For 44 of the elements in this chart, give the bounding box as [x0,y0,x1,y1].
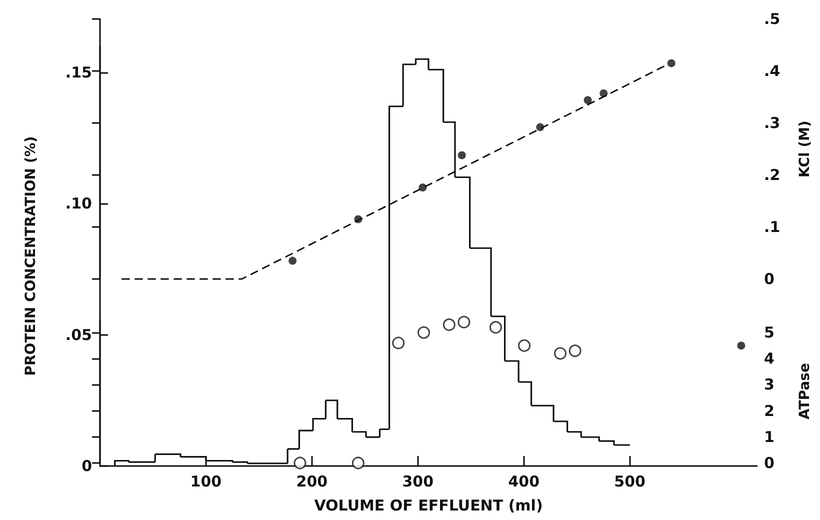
y2-tick-label: .2 [764,166,780,184]
x-tick-label: 400 [508,472,540,490]
point [418,183,427,192]
y2-tick-label: .1 [764,218,780,236]
x-tick-label: 100 [190,472,222,490]
point [458,316,470,328]
point [458,151,466,160]
y2-tick-label: .3 [764,114,780,132]
y3-tick-label: 0 [764,454,774,472]
point [352,456,364,470]
y-axis-title: PROTEIN CONCENTRATION (%) [23,136,39,376]
point [554,347,567,360]
point [489,321,502,334]
y2-tick-label: 0 [764,270,774,288]
point [442,318,456,331]
point [288,256,297,265]
x-tick-label: 300 [402,472,434,490]
y3-tick-label: 3 [764,376,774,394]
x-tick-label: 500 [614,472,646,490]
point [667,59,676,68]
point [536,123,544,132]
point [354,215,362,224]
y-tick-label: .15 [65,63,92,82]
y2-tick-label: .4 [764,62,780,80]
x-tick-label: 200 [296,472,328,490]
y2-tick-label: .5 [764,10,780,28]
point [392,336,405,350]
y3-axis-title: ATPase [797,363,813,420]
x-axis-title: VOLUME OF EFFLUENT (ml) [314,496,543,514]
y3-tick-label: 4 [764,350,774,368]
point [568,344,582,358]
y2-axis-title: KCl (M) [797,120,813,178]
point [600,89,608,98]
y3-tick-label: 1 [764,428,774,446]
y3-tick-label: 5 [764,324,774,342]
point [737,342,746,350]
point [584,96,592,104]
point [294,456,306,470]
point [518,339,531,352]
point [418,326,430,339]
y-tick-label: .05 [65,326,92,344]
y-tick-label: 0 [82,457,92,475]
y-tick-label: .10 [65,194,92,212]
y3-tick-label: 2 [764,402,774,420]
